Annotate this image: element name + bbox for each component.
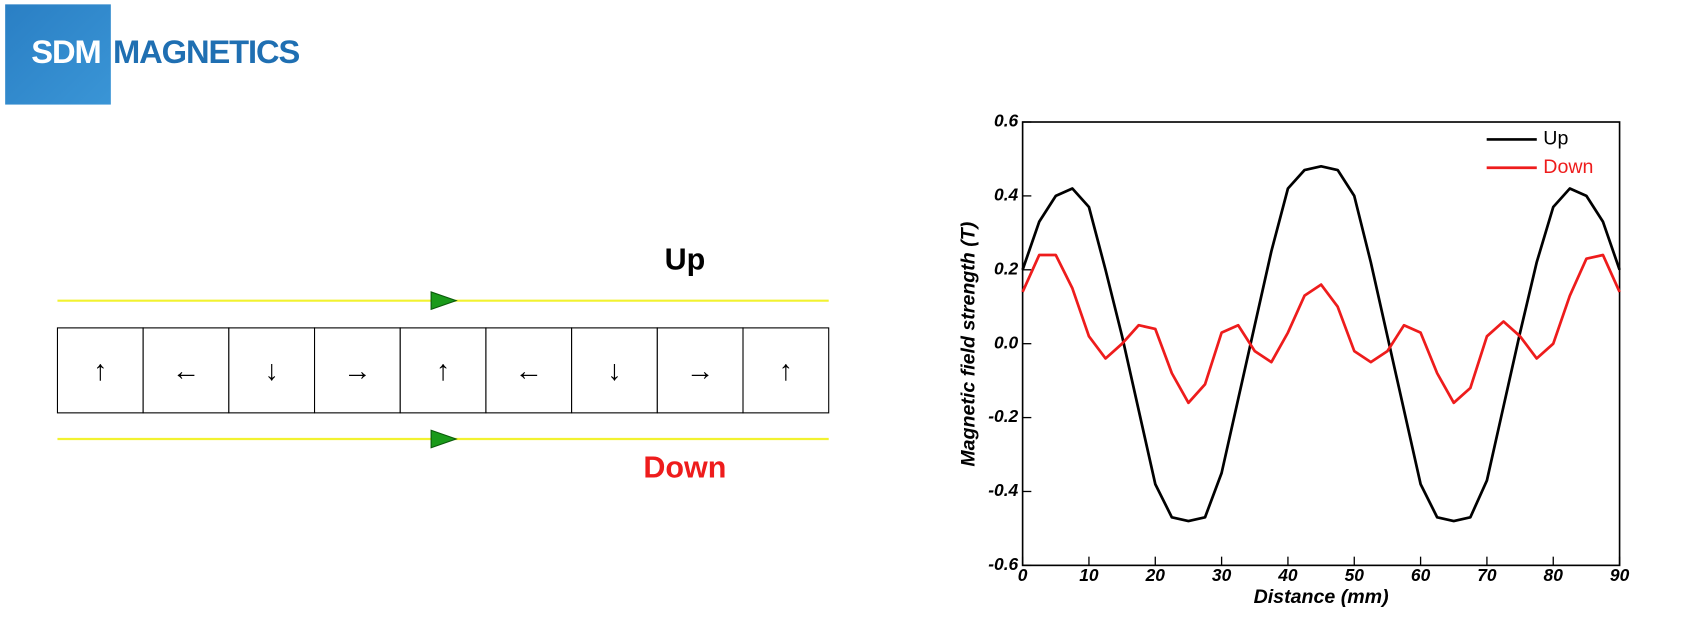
y-tick-label: -0.4 <box>988 480 1018 500</box>
magnet-cell <box>56 327 144 414</box>
magnet-arrow: ↑ <box>93 355 107 387</box>
magnet-cell <box>742 327 830 414</box>
magnet-cell <box>399 327 487 414</box>
magnet-arrow: ← <box>172 355 200 387</box>
magnet-cell <box>313 327 401 414</box>
magnet-cell <box>142 327 230 414</box>
legend-label: Down <box>1543 156 1593 178</box>
up-label: Up <box>665 243 706 277</box>
magnet-arrow: ↓ <box>607 355 621 387</box>
y-tick-label: -0.6 <box>988 554 1018 574</box>
data-line <box>1021 253 1621 405</box>
x-tick-label: 70 <box>1477 565 1497 585</box>
x-tick-label: 60 <box>1411 565 1431 585</box>
x-tick-label: 50 <box>1345 565 1365 585</box>
x-tick-label: 30 <box>1212 565 1232 585</box>
x-tick-label: 10 <box>1079 565 1099 585</box>
plot-frame <box>1021 121 1621 567</box>
logo-left: SDM <box>31 33 100 70</box>
data-line <box>1021 164 1621 523</box>
x-axis-label: Distance (mm) <box>1254 586 1389 608</box>
magnet-arrow: → <box>686 355 714 387</box>
y-tick-label: 0.6 <box>994 111 1019 131</box>
direction-arrow <box>430 291 458 311</box>
y-tick-label: -0.2 <box>988 406 1018 426</box>
x-tick-label: 20 <box>1145 565 1166 585</box>
magnet-cell <box>571 327 658 414</box>
x-tick-label: 80 <box>1544 565 1564 585</box>
x-tick-label: 40 <box>1277 565 1298 585</box>
magnet-arrow: ↓ <box>265 355 279 387</box>
y-tick-label: 0.4 <box>994 185 1019 205</box>
x-tick-label: 90 <box>1610 565 1630 585</box>
magnet-cell <box>485 327 573 414</box>
magnet-arrow: ← <box>515 355 543 387</box>
logo-right: MAGNETICS <box>113 33 300 70</box>
y-axis-label: Magnetic field strength (T) <box>957 222 979 467</box>
magnet-arrow: → <box>343 355 371 387</box>
y-tick-label: 0.2 <box>994 258 1019 278</box>
y-tick-label: 0.0 <box>994 332 1019 352</box>
direction-arrow <box>430 429 458 449</box>
legend-label: Up <box>1543 128 1568 150</box>
x-tick-label: 0 <box>1018 565 1028 585</box>
magnet-arrow: ↑ <box>436 355 450 387</box>
magnet-arrow: ↑ <box>779 355 793 387</box>
down-label: Down <box>643 451 726 485</box>
magnet-cell <box>228 327 316 414</box>
logo-box <box>5 4 111 105</box>
